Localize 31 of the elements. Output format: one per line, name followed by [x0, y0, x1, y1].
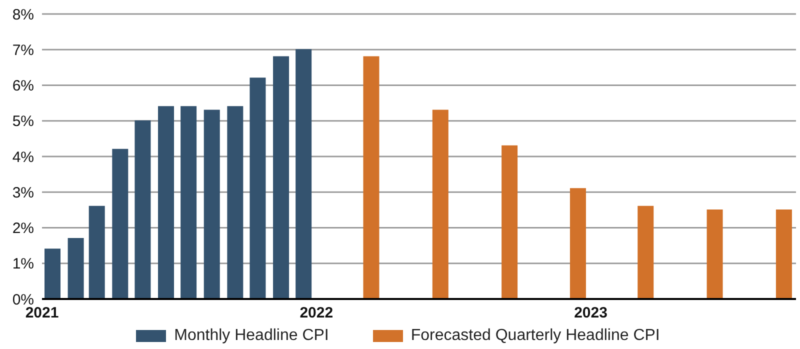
bar: [776, 209, 792, 299]
bar: [112, 148, 128, 299]
bar: [432, 110, 448, 299]
bar: [570, 188, 586, 299]
bar: [180, 106, 197, 299]
y-tick-label: 2%: [12, 220, 34, 238]
bar: [273, 56, 290, 299]
y-tick-label: 6%: [12, 78, 34, 95]
bar: [250, 78, 266, 299]
bar: [134, 120, 151, 299]
bar: [227, 106, 244, 299]
legend-label: Forecasted Quarterly Headline CPI: [410, 327, 660, 345]
bar: [363, 56, 380, 299]
x-tick-label: 2023: [574, 304, 608, 322]
bar: [44, 248, 60, 299]
x-tick-label: 2022: [300, 304, 334, 322]
y-tick-label: 4%: [12, 148, 34, 166]
y-tick-label: 8%: [12, 6, 34, 24]
bar: [158, 106, 174, 299]
bar: [88, 206, 105, 299]
bar: [296, 49, 312, 299]
y-tick-label: 5%: [12, 113, 34, 130]
bar: [502, 145, 518, 299]
y-tick-label: 7%: [12, 42, 34, 59]
bar: [706, 209, 723, 299]
bar: [204, 110, 220, 299]
bar: [68, 238, 84, 299]
legend-label: Monthly Headline CPI: [174, 327, 329, 345]
y-tick-label: 3%: [12, 184, 34, 202]
y-tick-label: 1%: [12, 256, 34, 273]
bar: [638, 206, 654, 299]
